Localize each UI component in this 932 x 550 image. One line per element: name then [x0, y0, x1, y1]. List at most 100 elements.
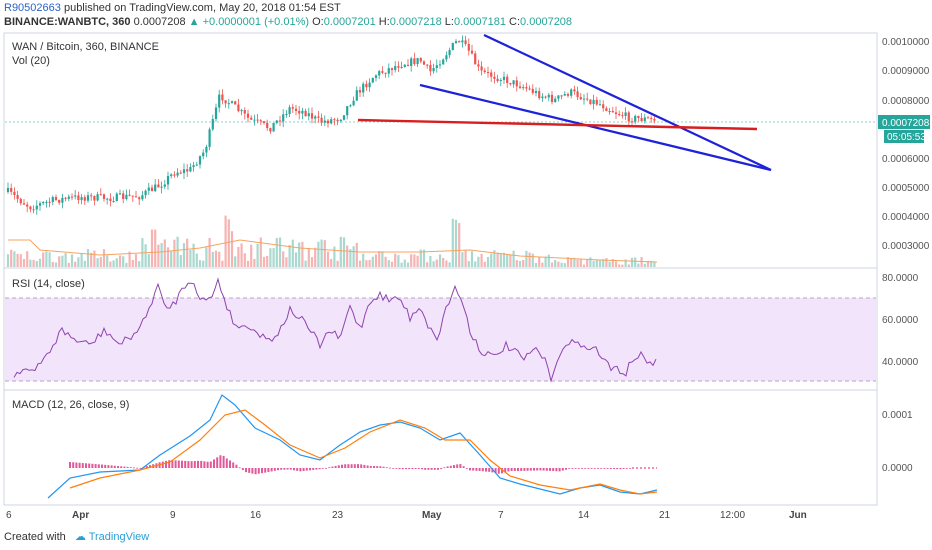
- candle-body: [186, 169, 189, 172]
- candle-body: [630, 121, 634, 123]
- volume-bar: [560, 262, 563, 267]
- volume-bar: [218, 251, 221, 267]
- macd-hist-bar: [606, 468, 609, 469]
- volume-bar: [563, 263, 566, 267]
- volume-bar: [595, 259, 598, 267]
- price-tick: 0.0010000: [882, 37, 930, 48]
- volume-bar: [368, 259, 371, 267]
- vol-label: Vol (20): [12, 55, 50, 67]
- macd-hist-bar: [187, 461, 190, 468]
- lower-trendline[interactable]: [419, 83, 772, 172]
- macd-hist-bar: [501, 468, 503, 474]
- macd-hist-bar: [488, 468, 491, 472]
- macd-hist-bar: [545, 468, 548, 471]
- volume-bar: [154, 229, 157, 267]
- macd-hist-bar: [385, 467, 388, 469]
- volume-bar: [179, 255, 182, 267]
- candle-body: [154, 184, 157, 192]
- macd-hist-bar: [504, 468, 507, 473]
- price-tick: 0.0003000: [882, 241, 930, 252]
- volume-bar: [394, 253, 397, 267]
- volume-bar: [406, 262, 410, 267]
- macd-hist-bar: [75, 462, 78, 468]
- volume-bar: [202, 260, 205, 267]
- volume-bar: [26, 251, 29, 267]
- macd-hist-bar: [619, 468, 622, 470]
- candle-body: [237, 104, 240, 112]
- volume-bar: [160, 243, 163, 267]
- macd-hist-bar: [193, 461, 196, 468]
- macd-hist-bar: [475, 468, 478, 471]
- candle-body: [435, 65, 438, 69]
- last-price: 0.0007208: [133, 16, 186, 28]
- macd-hist-bar: [318, 468, 321, 470]
- volume-bar: [547, 254, 550, 267]
- volume-bar: [269, 248, 272, 267]
- macd-histogram: [69, 455, 631, 475]
- volume-bar: [320, 239, 323, 267]
- candle-body: [394, 66, 397, 70]
- volume-bar: [125, 262, 128, 267]
- macd-hist-bar: [293, 468, 295, 471]
- upper-trendline[interactable]: [483, 34, 772, 171]
- candle-body: [566, 94, 570, 96]
- candle-body: [528, 88, 531, 90]
- volume-bar: [342, 237, 346, 267]
- price-tick: 0.0005000: [882, 183, 930, 194]
- candle-body: [179, 172, 182, 174]
- volume-bar: [496, 252, 499, 267]
- volume-bar: [621, 264, 624, 267]
- macd-hist-bar: [331, 466, 334, 468]
- candle-body: [115, 193, 118, 202]
- candle-body: [627, 112, 630, 122]
- volume-bar: [253, 258, 256, 267]
- volume-bar: [387, 260, 390, 267]
- candle-body: [323, 120, 326, 123]
- macd-hist-bar: [286, 468, 289, 470]
- volume-bar: [134, 254, 138, 267]
- volume-bar: [29, 259, 32, 267]
- candle-body: [86, 195, 90, 201]
- macd-hist-bar: [350, 464, 353, 468]
- volume-bar: [109, 261, 112, 267]
- macd-hist-bar: [561, 468, 564, 471]
- candle-body: [368, 82, 371, 88]
- candle-body: [422, 61, 426, 65]
- volume-bar: [58, 256, 61, 267]
- candle-body: [320, 117, 323, 123]
- candle-body: [278, 120, 282, 122]
- rsi-label: RSI (14, close): [12, 278, 85, 290]
- volume-bar: [554, 260, 557, 267]
- last-price-label-bg: [878, 115, 930, 129]
- candle-body: [384, 72, 387, 74]
- candle-body: [243, 110, 246, 114]
- macd-hist-bar: [603, 468, 606, 469]
- candle-body: [570, 89, 573, 96]
- volume-bar: [192, 243, 195, 267]
- volume-bar: [170, 250, 173, 267]
- support-line[interactable]: [357, 118, 758, 131]
- macd-hist-bar: [261, 468, 263, 474]
- macd-hist-bar: [139, 467, 142, 469]
- candle-body: [275, 120, 278, 123]
- candle-body: [480, 66, 483, 71]
- volume-bar: [570, 258, 573, 267]
- candle-body: [262, 121, 266, 123]
- volume-bar: [118, 255, 122, 267]
- candle-body: [74, 195, 77, 197]
- candle-body: [166, 176, 170, 185]
- volume-bar: [157, 244, 160, 267]
- candle-body: [269, 128, 272, 132]
- macd-hist-bar: [104, 464, 107, 468]
- macd-hist-bar: [539, 468, 542, 471]
- candle-body: [534, 91, 538, 94]
- tradingview-link[interactable]: TradingView: [88, 531, 150, 543]
- volume-bar: [630, 257, 634, 267]
- candle-body: [102, 194, 106, 199]
- macd-hist-bar: [392, 468, 395, 469]
- volume-bar: [483, 261, 486, 267]
- candle-body: [410, 58, 413, 66]
- volume-bar: [333, 246, 336, 267]
- author-link[interactable]: R90502663: [4, 2, 61, 14]
